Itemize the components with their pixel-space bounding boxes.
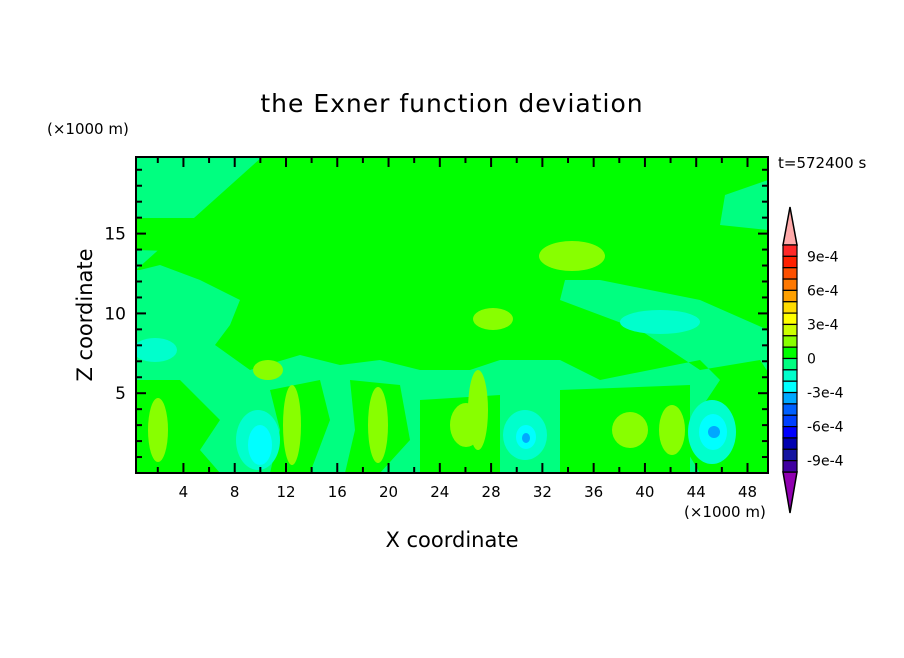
x-tick-label: 16 — [328, 483, 347, 501]
contour-band-neg-4e-4 — [522, 433, 530, 443]
colorbar-box — [782, 437, 798, 450]
contour-band-neg-2e-4 — [620, 310, 700, 334]
y-unit-label: (×1000 m) — [47, 120, 129, 138]
contour-band-2e-4 — [473, 308, 513, 330]
contour-band-positive — [740, 380, 768, 473]
colorbar-box — [782, 301, 798, 314]
colorbar-tick-label: 3e-4 — [807, 317, 839, 333]
time-label: t=572400 s — [778, 154, 866, 172]
contour-band-2e-4 — [368, 387, 388, 463]
x-tick-label: 28 — [482, 483, 501, 501]
contour-band-2e-4 — [148, 398, 168, 462]
x-tick-label: 44 — [687, 483, 706, 501]
contour-field — [136, 157, 768, 473]
x-tick-label: 32 — [533, 483, 552, 501]
colorbar-box — [782, 267, 798, 280]
contour-band-neg-4e-4 — [708, 426, 720, 438]
colorbar-box — [782, 391, 798, 405]
contour-band-2e-4 — [283, 385, 301, 465]
contour-band-2e-4 — [612, 412, 648, 448]
colorbar-box — [782, 460, 798, 473]
colorbar: 9e-4 6e-4 3e-4 0 -3e-4 -6e-4 -9e-4 — [782, 206, 844, 514]
contour-band-2e-4 — [539, 241, 605, 271]
x-unit-label: (×1000 m) — [684, 503, 766, 521]
colorbar-extend-min — [782, 471, 798, 514]
colorbar-tick-label: -9e-4 — [807, 454, 844, 470]
colorbar-tick-label: -3e-4 — [807, 386, 844, 402]
contour-band-2e-4 — [253, 360, 283, 380]
colorbar-extend-max — [782, 206, 798, 246]
plot-frame — [135, 156, 769, 474]
x-tick-label: 40 — [635, 483, 654, 501]
x-tick-label: 20 — [379, 483, 398, 501]
y-tick-label: 15 — [104, 225, 126, 245]
colorbar-box — [782, 448, 798, 462]
colorbar-box — [782, 369, 798, 382]
contour-band-neg-3e-4 — [248, 425, 272, 465]
colorbar-box — [782, 346, 798, 360]
colorbar-box — [782, 244, 798, 257]
contour-band-neg-2e-4 — [136, 338, 177, 362]
colorbar-tick-label: 6e-4 — [807, 283, 839, 299]
contour-band-positive — [400, 195, 768, 275]
colorbar-box — [782, 426, 798, 439]
contour-band-2e-4 — [659, 405, 685, 455]
colorbar-box — [782, 357, 798, 371]
colorbar-tick-label: 0 — [807, 352, 816, 368]
colorbar-box — [782, 403, 798, 416]
y-axis-label: Z coordinate — [73, 248, 97, 381]
colorbar-box — [782, 289, 798, 303]
colorbar-box — [782, 380, 798, 394]
colorbar-box — [782, 255, 798, 269]
x-tick-label: 36 — [584, 483, 603, 501]
x-tick-label: 8 — [230, 483, 240, 501]
x-tick-label: 4 — [179, 483, 189, 501]
y-tick-label: 10 — [104, 304, 126, 324]
colorbar-box — [782, 278, 798, 291]
x-tick-label: 48 — [738, 483, 757, 501]
colorbar-box — [782, 335, 798, 348]
colorbar-tick-label: 9e-4 — [807, 249, 839, 265]
contour-band-2e-4 — [468, 370, 488, 450]
colorbar-box — [782, 323, 798, 337]
colorbar-box — [782, 414, 798, 428]
colorbar-box — [782, 312, 798, 326]
y-tick-label: 5 — [115, 384, 126, 404]
contour-band-positive — [136, 157, 280, 252]
colorbar-tick-label: -6e-4 — [807, 420, 844, 436]
chart-title: the Exner function deviation — [260, 89, 643, 118]
x-tick-label: 12 — [276, 483, 295, 501]
x-tick-label: 24 — [430, 483, 449, 501]
x-axis-label: X coordinate — [385, 528, 518, 552]
